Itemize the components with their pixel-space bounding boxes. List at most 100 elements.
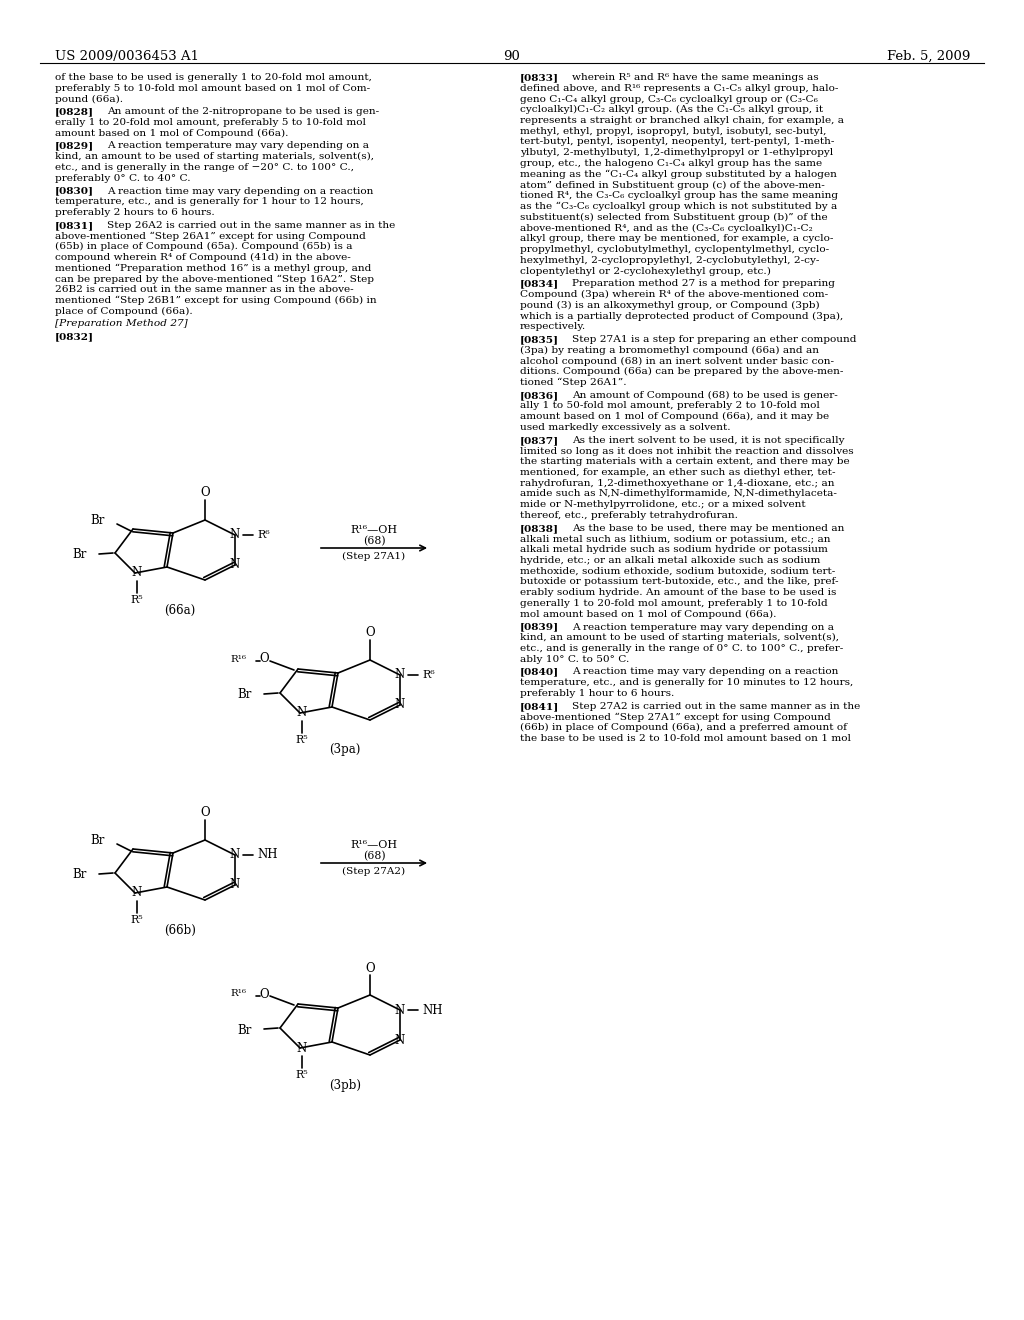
Text: Feb. 5, 2009: Feb. 5, 2009: [887, 50, 970, 63]
Text: temperature, etc., and is generally for 10 minutes to 12 hours,: temperature, etc., and is generally for …: [520, 678, 853, 688]
Text: etc., and is generally in the range of 0° C. to 100° C., prefer-: etc., and is generally in the range of 0…: [520, 644, 843, 653]
Text: generally 1 to 20-fold mol amount, preferably 1 to 10-fold: generally 1 to 20-fold mol amount, prefe…: [520, 599, 827, 609]
Text: A reaction time may vary depending on a reaction: A reaction time may vary depending on a …: [572, 668, 839, 676]
Text: used markedly excessively as a solvent.: used markedly excessively as a solvent.: [520, 422, 731, 432]
Text: [0829]: [0829]: [55, 141, 94, 150]
Text: N: N: [395, 698, 406, 711]
Text: [0836]: [0836]: [520, 391, 559, 400]
Text: alkali metal such as lithium, sodium or potassium, etc.; an: alkali metal such as lithium, sodium or …: [520, 535, 830, 544]
Text: As the base to be used, there may be mentioned an: As the base to be used, there may be men…: [572, 524, 845, 533]
Text: [0841]: [0841]: [520, 702, 559, 710]
Text: N: N: [132, 566, 142, 579]
Text: above-mentioned “Step 27A1” except for using Compound: above-mentioned “Step 27A1” except for u…: [520, 713, 830, 722]
Text: O: O: [366, 627, 375, 639]
Text: R⁵: R⁵: [296, 735, 308, 744]
Text: R⁶: R⁶: [257, 531, 269, 540]
Text: N: N: [229, 849, 240, 862]
Text: [0828]: [0828]: [55, 107, 94, 116]
Text: 26B2 is carried out in the same manner as in the above-: 26B2 is carried out in the same manner a…: [55, 285, 353, 294]
Text: rahydrofuran, 1,2-dimethoxyethane or 1,4-dioxane, etc.; an: rahydrofuran, 1,2-dimethoxyethane or 1,4…: [520, 479, 835, 488]
Text: [0833]: [0833]: [520, 73, 559, 82]
Text: [0830]: [0830]: [55, 186, 94, 195]
Text: Step 27A2 is carried out in the same manner as in the: Step 27A2 is carried out in the same man…: [572, 702, 860, 710]
Text: compound wherein R⁴ of Compound (41d) in the above-: compound wherein R⁴ of Compound (41d) in…: [55, 253, 351, 263]
Text: R⁶: R⁶: [422, 671, 435, 680]
Text: thereof, etc., preferably tetrahydrofuran.: thereof, etc., preferably tetrahydrofura…: [520, 511, 738, 520]
Text: N: N: [229, 528, 240, 541]
Text: alkali metal hydride such as sodium hydride or potassium: alkali metal hydride such as sodium hydr…: [520, 545, 827, 554]
Text: An amount of Compound (68) to be used is gener-: An amount of Compound (68) to be used is…: [572, 391, 838, 400]
Text: [Preparation Method 27]: [Preparation Method 27]: [55, 319, 187, 329]
Text: ably 10° C. to 50° C.: ably 10° C. to 50° C.: [520, 655, 630, 664]
Text: Compound (3pa) wherein R⁴ of the above-mentioned com-: Compound (3pa) wherein R⁴ of the above-m…: [520, 290, 828, 300]
Text: Br: Br: [238, 689, 252, 701]
Text: O: O: [366, 961, 375, 974]
Text: NH: NH: [422, 1003, 442, 1016]
Text: (Step 27A1): (Step 27A1): [342, 552, 406, 561]
Text: [0835]: [0835]: [520, 335, 559, 345]
Text: amount based on 1 mol of Compound (66a).: amount based on 1 mol of Compound (66a).: [55, 129, 289, 137]
Text: O: O: [259, 987, 269, 1001]
Text: Br: Br: [73, 549, 87, 561]
Text: R¹⁶—OH: R¹⁶—OH: [350, 525, 397, 535]
Text: (65b) in place of Compound (65a). Compound (65b) is a: (65b) in place of Compound (65a). Compou…: [55, 243, 352, 251]
Text: ally 1 to 50-fold mol amount, preferably 2 to 10-fold mol: ally 1 to 50-fold mol amount, preferably…: [520, 401, 820, 411]
Text: N: N: [297, 1041, 307, 1055]
Text: [0832]: [0832]: [55, 333, 94, 342]
Text: represents a straight or branched alkyl chain, for example, a: represents a straight or branched alkyl …: [520, 116, 844, 125]
Text: Br: Br: [238, 1023, 252, 1036]
Text: N: N: [297, 706, 307, 719]
Text: [0834]: [0834]: [520, 280, 559, 288]
Text: US 2009/0036453 A1: US 2009/0036453 A1: [55, 50, 199, 63]
Text: mide or N-methylpyrrolidone, etc.; or a mixed solvent: mide or N-methylpyrrolidone, etc.; or a …: [520, 500, 806, 510]
Text: butoxide or potassium tert-butoxide, etc., and the like, pref-: butoxide or potassium tert-butoxide, etc…: [520, 578, 839, 586]
Text: place of Compound (66a).: place of Compound (66a).: [55, 306, 193, 315]
Text: tert-butyl, pentyl, isopentyl, neopentyl, tert-pentyl, 1-meth-: tert-butyl, pentyl, isopentyl, neopentyl…: [520, 137, 835, 147]
Text: [0837]: [0837]: [520, 436, 559, 445]
Text: [0838]: [0838]: [520, 524, 559, 533]
Text: ylbutyl, 2-methylbutyl, 1,2-dimethylpropyl or 1-ethylpropyl: ylbutyl, 2-methylbutyl, 1,2-dimethylprop…: [520, 148, 834, 157]
Text: 90: 90: [504, 50, 520, 63]
Text: R¹⁶: R¹⁶: [230, 655, 246, 664]
Text: Br: Br: [73, 869, 87, 882]
Text: defined above, and R¹⁶ represents a C₁-C₅ alkyl group, halo-: defined above, and R¹⁶ represents a C₁-C…: [520, 83, 839, 92]
Text: above-mentioned R⁴, and as the (C₃-C₆ cycloalkyl)C₁-C₂: above-mentioned R⁴, and as the (C₃-C₆ cy…: [520, 223, 813, 232]
Text: erally 1 to 20-fold mol amount, preferably 5 to 10-fold mol: erally 1 to 20-fold mol amount, preferab…: [55, 117, 366, 127]
Text: atom” defined in Substituent group (c) of the above-men-: atom” defined in Substituent group (c) o…: [520, 181, 824, 190]
Text: N: N: [132, 887, 142, 899]
Text: O: O: [200, 487, 210, 499]
Text: ditions. Compound (66a) can be prepared by the above-men-: ditions. Compound (66a) can be prepared …: [520, 367, 844, 376]
Text: methyl, ethyl, propyl, isopropyl, butyl, isobutyl, sec-butyl,: methyl, ethyl, propyl, isopropyl, butyl,…: [520, 127, 826, 136]
Text: preferably 2 hours to 6 hours.: preferably 2 hours to 6 hours.: [55, 209, 215, 216]
Text: R¹⁶—OH: R¹⁶—OH: [350, 840, 397, 850]
Text: N: N: [395, 668, 406, 681]
Text: amide such as N,N-dimethylformamide, N,N-dimethylaceta-: amide such as N,N-dimethylformamide, N,N…: [520, 490, 837, 499]
Text: geno C₁-C₄ alkyl group, C₃-C₆ cycloalkyl group or (C₃-C₆: geno C₁-C₄ alkyl group, C₃-C₆ cycloalkyl…: [520, 95, 818, 104]
Text: group, etc., the halogeno C₁-C₄ alkyl group has the same: group, etc., the halogeno C₁-C₄ alkyl gr…: [520, 158, 822, 168]
Text: the base to be used is 2 to 10-fold mol amount based on 1 mol: the base to be used is 2 to 10-fold mol …: [520, 734, 851, 743]
Text: clopentylethyl or 2-cyclohexylethyl group, etc.): clopentylethyl or 2-cyclohexylethyl grou…: [520, 267, 771, 276]
Text: methoxide, sodium ethoxide, sodium butoxide, sodium tert-: methoxide, sodium ethoxide, sodium butox…: [520, 566, 836, 576]
Text: wherein R⁵ and R⁶ have the same meanings as: wherein R⁵ and R⁶ have the same meanings…: [572, 73, 818, 82]
Text: the starting materials with a certain extent, and there may be: the starting materials with a certain ex…: [520, 457, 850, 466]
Text: [0840]: [0840]: [520, 668, 559, 676]
Text: of the base to be used is generally 1 to 20-fold mol amount,: of the base to be used is generally 1 to…: [55, 73, 372, 82]
Text: mentioned, for example, an ether such as diethyl ether, tet-: mentioned, for example, an ether such as…: [520, 469, 836, 477]
Text: respectively.: respectively.: [520, 322, 587, 331]
Text: An amount of the 2-nitropropane to be used is gen-: An amount of the 2-nitropropane to be us…: [106, 107, 379, 116]
Text: (3pa) by reating a bromomethyl compound (66a) and an: (3pa) by reating a bromomethyl compound …: [520, 346, 819, 355]
Text: can be prepared by the above-mentioned “Step 16A2”. Step: can be prepared by the above-mentioned “…: [55, 275, 374, 284]
Text: Br: Br: [91, 834, 105, 847]
Text: propylmethyl, cyclobutylmethyl, cyclopentylmethyl, cyclo-: propylmethyl, cyclobutylmethyl, cyclopen…: [520, 246, 829, 253]
Text: [0839]: [0839]: [520, 623, 559, 631]
Text: A reaction temperature may vary depending on a: A reaction temperature may vary dependin…: [572, 623, 834, 631]
Text: etc., and is generally in the range of −20° C. to 100° C.,: etc., and is generally in the range of −…: [55, 162, 354, 172]
Text: R⁵: R⁵: [131, 595, 143, 605]
Text: preferably 1 hour to 6 hours.: preferably 1 hour to 6 hours.: [520, 689, 675, 698]
Text: R¹⁶: R¹⁶: [230, 990, 246, 998]
Text: tioned “Step 26A1”.: tioned “Step 26A1”.: [520, 378, 627, 387]
Text: tioned R⁴, the C₃-C₆ cycloalkyl group has the same meaning: tioned R⁴, the C₃-C₆ cycloalkyl group ha…: [520, 191, 838, 201]
Text: erably sodium hydride. An amount of the base to be used is: erably sodium hydride. An amount of the …: [520, 589, 837, 597]
Text: O: O: [259, 652, 269, 665]
Text: hydride, etc.; or an alkali metal alkoxide such as sodium: hydride, etc.; or an alkali metal alkoxi…: [520, 556, 820, 565]
